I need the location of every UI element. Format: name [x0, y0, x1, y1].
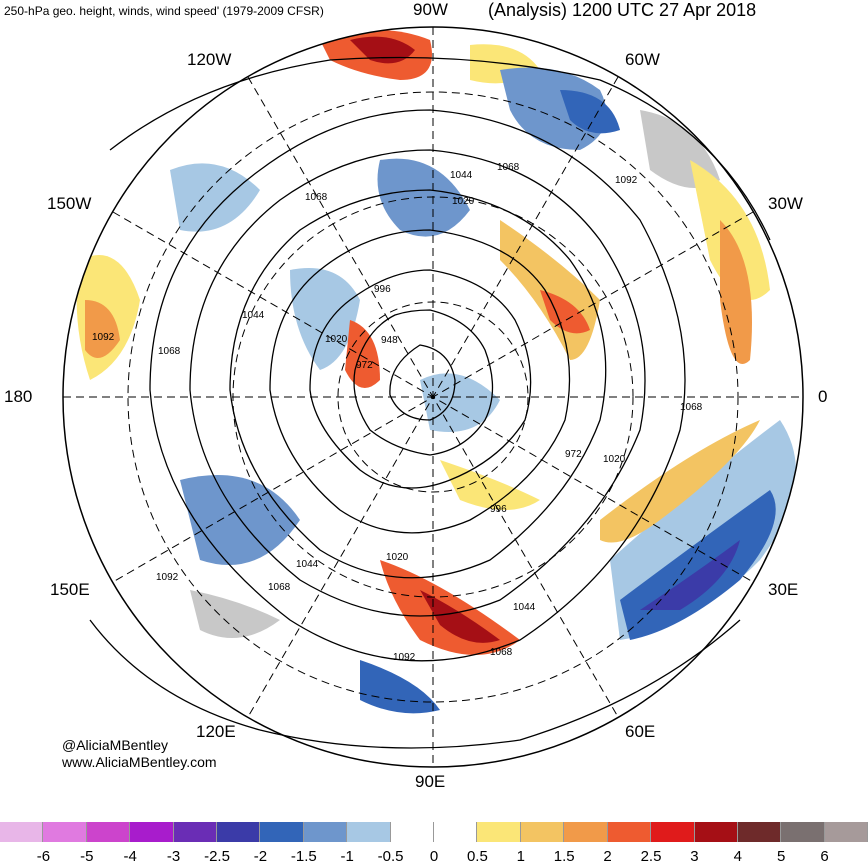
colorbar-tick-label: 1 — [516, 848, 525, 865]
colorbar-swatch — [303, 822, 348, 842]
colorbar-tick-label: 3 — [690, 848, 699, 865]
contour-label: 1044 — [296, 559, 319, 570]
lon-label-0: 0 — [818, 387, 828, 406]
map-boundary — [62, 26, 804, 768]
graticule — [63, 27, 803, 767]
colorbar-tick-label: -6 — [36, 848, 51, 865]
lon-label-120e: 120E — [196, 722, 236, 741]
colorbar-tick-label: 5 — [777, 848, 786, 865]
contour-label: 1044 — [513, 602, 536, 613]
contour-label: 1020 — [603, 454, 626, 465]
lon-label-30w: 30W — [768, 194, 803, 213]
lon-label-150e: 150E — [50, 580, 90, 599]
colorbar-swatch — [607, 822, 652, 842]
colorbar-tick-label: 1.5 — [553, 848, 575, 865]
colorbar-tick-label: -2.5 — [204, 848, 230, 865]
colorbar-tick-label: 2 — [603, 848, 612, 865]
colorbar-swatch — [477, 822, 521, 842]
colorbar-swatch — [434, 822, 478, 842]
colorbar-tick-label: -1 — [340, 848, 354, 865]
colorbar-tick-label: 2.5 — [640, 848, 662, 865]
lon-label-90w: 90W — [413, 0, 448, 19]
lon-label-180: 180 — [4, 387, 33, 406]
lon-label-30e: 30E — [768, 580, 799, 599]
colorbar-swatch — [694, 822, 738, 842]
contour-label: 1044 — [450, 170, 473, 181]
contour-label: 1020 — [325, 334, 348, 345]
colorbar-swatch — [737, 822, 782, 842]
credit-handle: @AliciaMBentley — [62, 737, 169, 753]
contour-label: 1068 — [268, 582, 291, 593]
height-contours — [89, 56, 771, 749]
colorbar-tick-label: -2 — [253, 848, 268, 865]
contour-label: 996 — [374, 284, 391, 295]
contour-labels: 1092 1068 1044 1020 996 972 948 1068 109… — [92, 162, 703, 663]
contour-label: 1068 — [158, 346, 181, 357]
credit: @AliciaMBentley www.AliciaMBentley.com — [62, 737, 217, 771]
colorbar-swatch — [651, 822, 695, 842]
colorbar-tick-label: 4 — [733, 848, 742, 865]
contour-label: 1092 — [615, 175, 638, 186]
contour-label: 1068 — [490, 647, 513, 658]
contour-label: 1020 — [386, 552, 409, 563]
contour-label: 1044 — [242, 310, 265, 321]
colorbar-swatch — [824, 822, 868, 842]
colorbar-swatch — [217, 822, 261, 842]
colorbar-swatch — [520, 822, 565, 842]
contour-label: 948 — [381, 335, 398, 346]
colorbar-tick-label: -4 — [123, 848, 137, 865]
contour-label: 972 — [356, 360, 373, 371]
lon-label-150w: 150W — [47, 194, 92, 213]
lon-label-60e: 60E — [625, 722, 656, 741]
analysis-time: (Analysis) 1200 UTC 27 Apr 2018 — [488, 0, 757, 20]
colorbar-swatch — [130, 822, 174, 842]
lon-label-90e: 90E — [415, 772, 446, 791]
colorbar-swatch — [390, 822, 435, 842]
colorbar-tick-label: 6 — [820, 848, 829, 865]
colorbar-swatch — [260, 822, 304, 842]
colorbar-tick-label: 0 — [429, 848, 439, 865]
contour-label: 1068 — [497, 162, 520, 173]
map-title: 250-hPa geo. height, winds, wind speed' … — [4, 4, 324, 18]
contour-label: 1068 — [305, 192, 328, 203]
lon-label-60w: 60W — [625, 50, 660, 69]
colorbar-swatch — [86, 822, 131, 842]
colorbar-swatch — [347, 822, 391, 842]
contour-label: 996 — [490, 504, 507, 515]
contour-label: 1068 — [680, 402, 703, 413]
colorbar-swatch — [564, 822, 608, 842]
colorbar-tick-label: -1.5 — [290, 848, 317, 865]
contour-label: 1092 — [92, 332, 115, 343]
contour-label: 1092 — [393, 652, 416, 663]
lon-label-120w: 120W — [187, 50, 232, 69]
contour-label: 1092 — [156, 572, 179, 583]
colorbar-swatch — [43, 822, 87, 842]
colorbar-tick-label: -5 — [80, 848, 94, 865]
colorbar-tick-label: -0.5 — [377, 848, 404, 865]
colorbar — [0, 822, 868, 842]
colorbar-tick-label: -3 — [166, 848, 181, 865]
colorbar-swatch — [0, 822, 44, 842]
contour-label: 972 — [565, 449, 582, 460]
colorbar-swatch — [173, 822, 218, 842]
colorbar-swatch — [781, 822, 825, 842]
colorbar-tick-label: 0.5 — [466, 848, 488, 865]
credit-url[interactable]: www.AliciaMBentley.com — [62, 754, 217, 770]
contour-label: 1020 — [452, 196, 475, 207]
